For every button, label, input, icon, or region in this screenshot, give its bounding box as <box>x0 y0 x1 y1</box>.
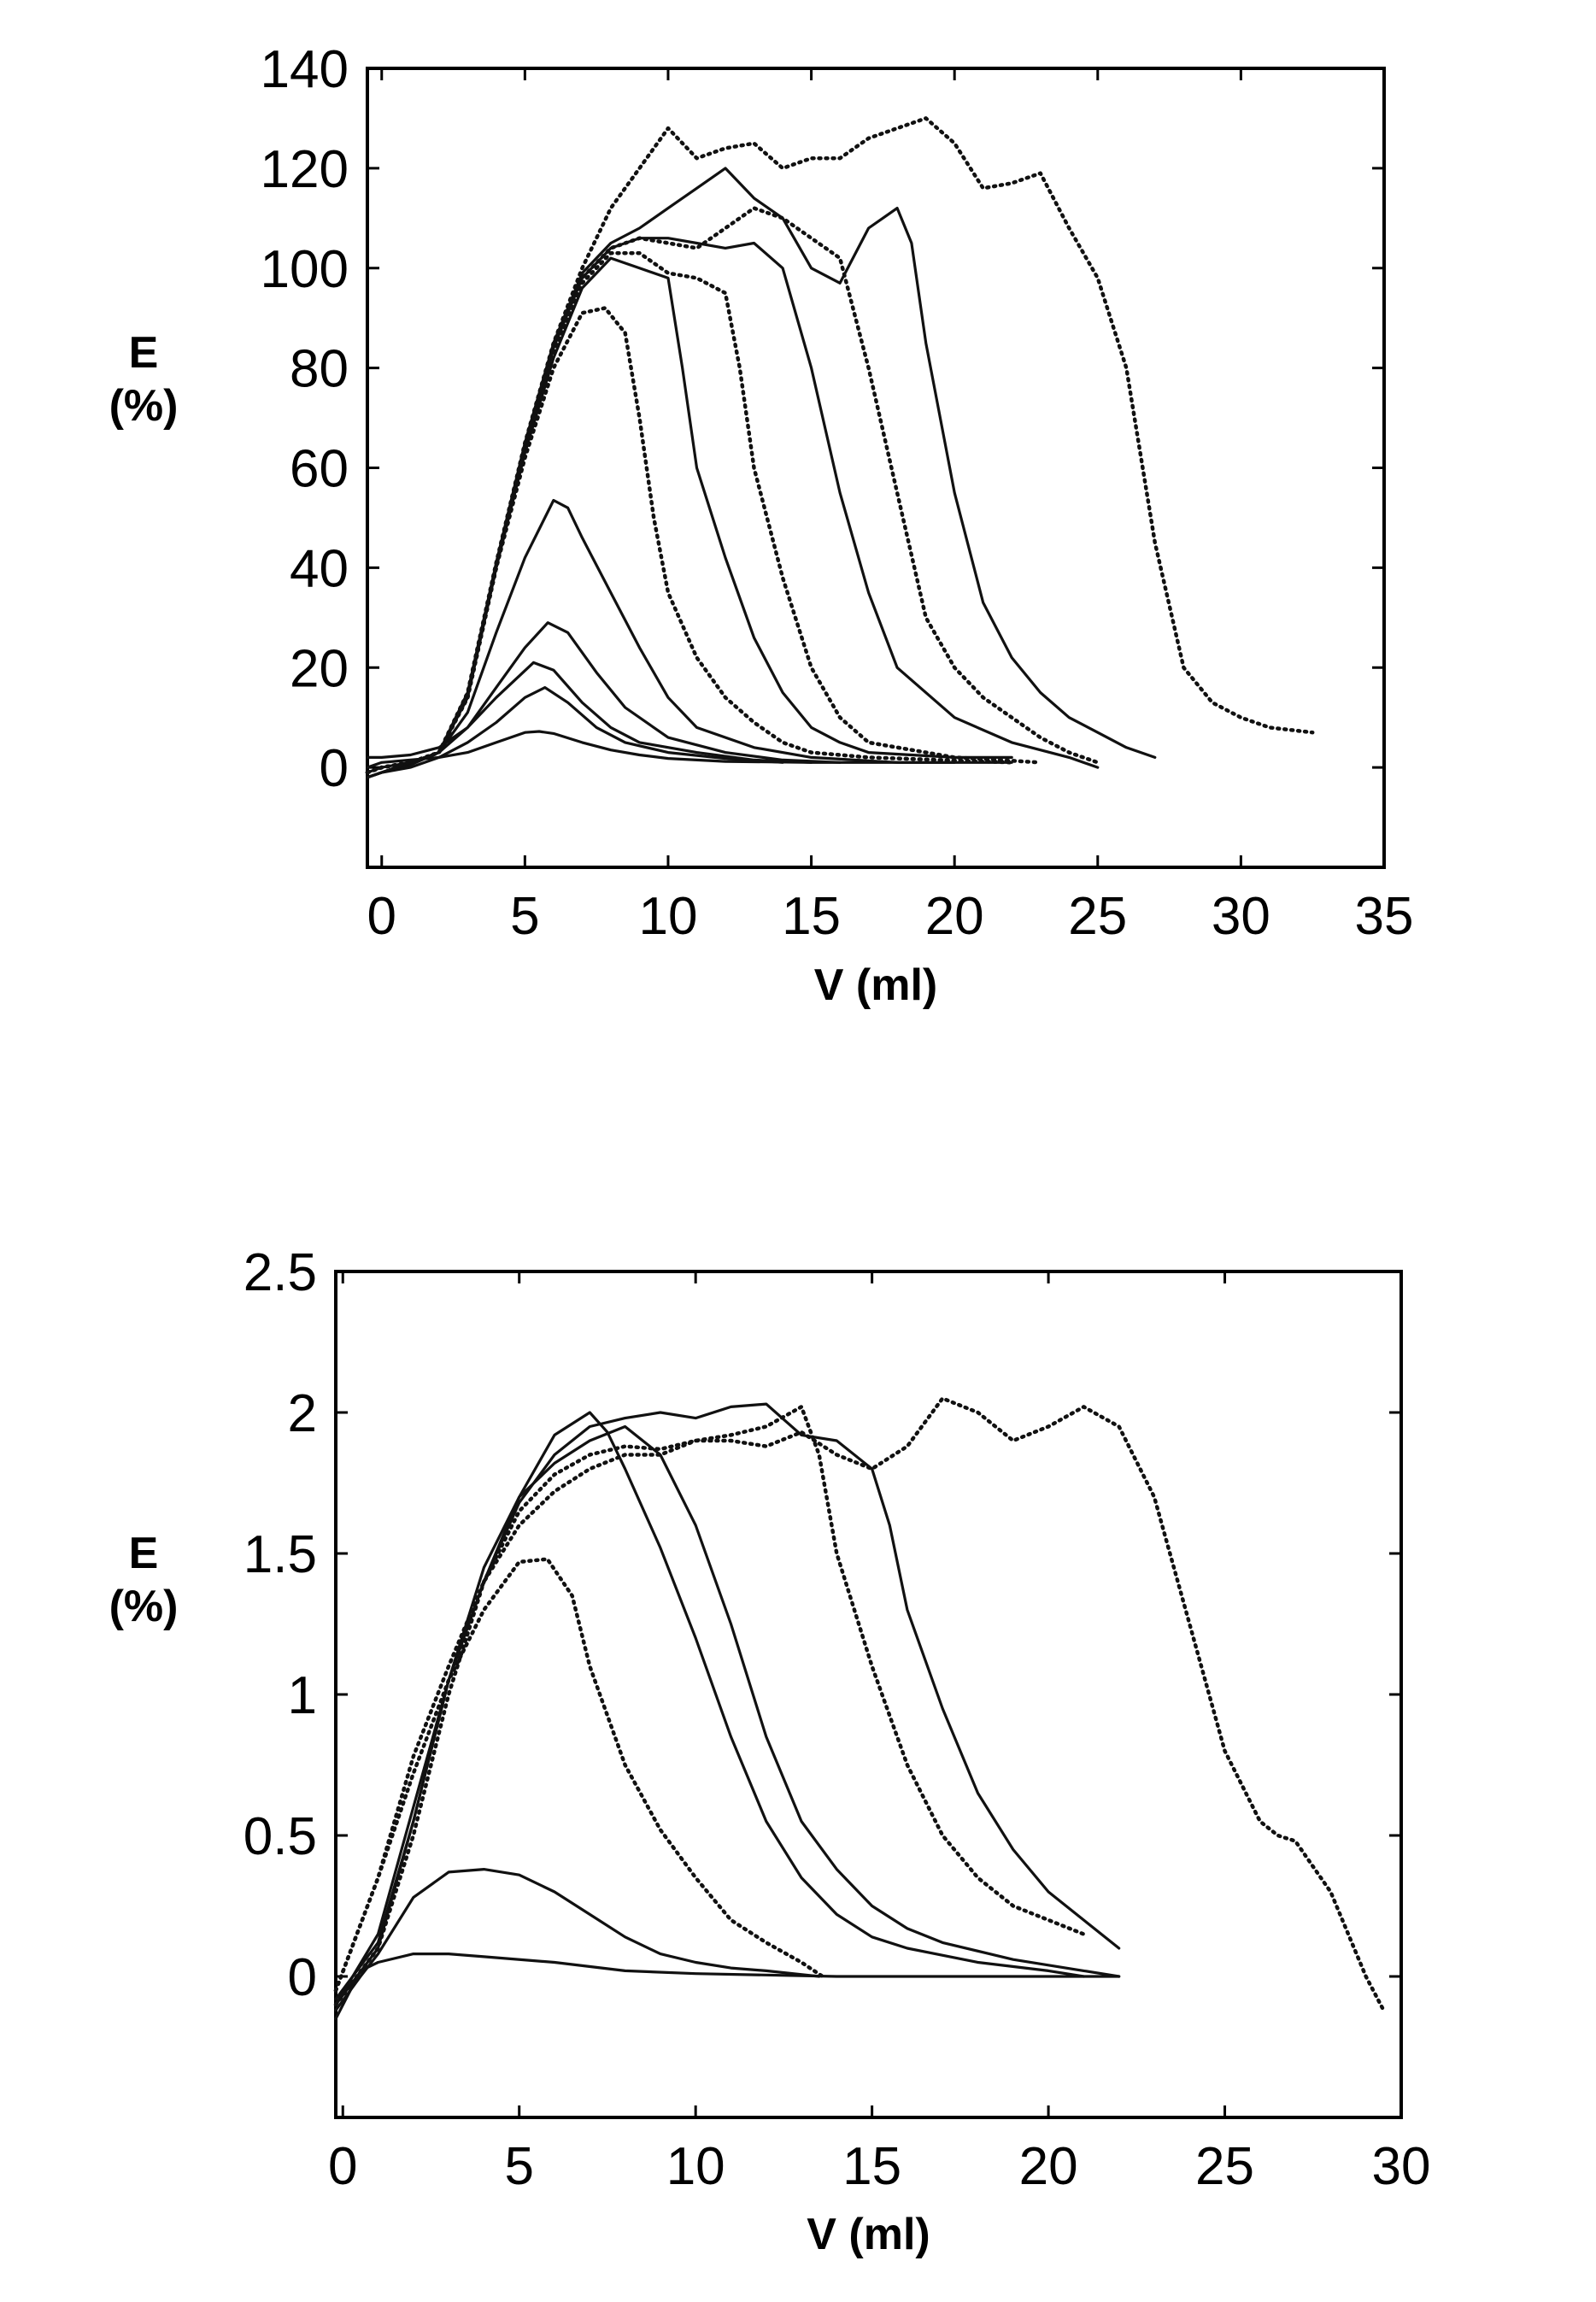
y-tick-label: 1 <box>288 1666 317 1725</box>
x-tick-label: 15 <box>782 887 841 946</box>
y-axis-label: (%) <box>109 381 179 431</box>
series-line-11 <box>367 168 1155 778</box>
y-tick-label: 2.5 <box>244 1243 317 1302</box>
x-tick-label: 20 <box>1019 2137 1078 2196</box>
plot-frame <box>336 1271 1401 2117</box>
series-line-2 <box>336 1870 819 2011</box>
series-line-2 <box>367 688 783 778</box>
y-tick-label: 40 <box>290 539 349 598</box>
y-tick-label: 0 <box>288 1948 317 2007</box>
chart-1: 140 120 100 80 60 40 20 0 0 5 10 15 20 25 30 35 V (ml) E(… <box>109 40 1414 1010</box>
y-tick-label: 60 <box>290 440 349 499</box>
series-line-9 <box>367 238 1098 778</box>
y-tick-label: 120 <box>261 140 349 199</box>
x-axis-label: V (ml) <box>814 960 937 1010</box>
x-tick-label: 30 <box>1372 2137 1431 2196</box>
x-tick-label: 0 <box>328 2137 357 2196</box>
y-tick-label: 0.5 <box>244 1807 317 1866</box>
series-line-5 <box>336 1427 1119 2000</box>
x-tick-label: 0 <box>367 887 396 946</box>
x-tick-label: 15 <box>842 2137 901 2196</box>
series-line-12 <box>367 118 1312 772</box>
chart-2: 2.5 2 1.5 1 0.5 0 0 5 10 15 20 25 30 V (ml) E(%) <box>109 1243 1431 2259</box>
x-tick-label: 5 <box>504 2137 533 2196</box>
series-line-6 <box>336 1406 1083 2005</box>
y-tick-label: 1.5 <box>244 1525 317 1584</box>
x-tick-label: 30 <box>1212 887 1270 946</box>
y-tick-label: 2 <box>288 1384 317 1443</box>
series-line-1 <box>336 1954 1119 2019</box>
y-axis-label: (%) <box>109 1582 179 1631</box>
series-line-4 <box>336 1412 1083 2005</box>
series-line-7 <box>336 1404 1119 2005</box>
y-tick-label: 100 <box>261 240 349 299</box>
x-axis-label: V (ml) <box>807 2210 930 2259</box>
x-tick-label: 10 <box>666 2137 725 2196</box>
chart-canvas: 14012010080604020005101520253035V (ml)E(… <box>0 0 1596 2302</box>
x-tick-label: 10 <box>638 887 697 946</box>
y-tick-label: 140 <box>261 40 349 99</box>
x-tick-label: 5 <box>510 887 539 946</box>
y-tick-label: 0 <box>320 739 349 798</box>
y-axis-label: E <box>129 1529 159 1578</box>
y-axis-label: E <box>129 328 159 378</box>
x-tick-label: 25 <box>1068 887 1127 946</box>
series-line-3 <box>367 662 812 762</box>
x-tick-label: 20 <box>925 887 984 946</box>
y-tick-label: 20 <box>290 639 349 698</box>
series-line-8 <box>336 1399 1383 2011</box>
y-tick-label: 80 <box>290 340 349 399</box>
x-tick-label: 35 <box>1355 887 1414 946</box>
x-tick-label: 25 <box>1195 2137 1254 2196</box>
